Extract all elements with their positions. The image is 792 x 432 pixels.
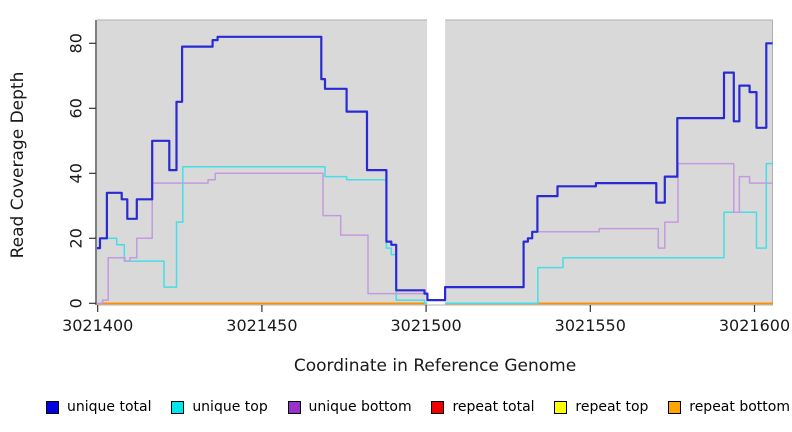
masked-region-band xyxy=(427,18,446,305)
legend-swatch-repeat-total xyxy=(431,400,445,414)
x-tick-label: 3021400 xyxy=(62,316,133,335)
y-tick-label: 40 xyxy=(67,163,86,183)
legend-swatch-repeat-top xyxy=(554,400,568,414)
y-tick-label: 20 xyxy=(67,228,86,248)
legend: unique total unique top unique bottom re… xyxy=(46,399,790,415)
legend-label: repeat top xyxy=(575,399,649,415)
legend-swatch-repeat-bottom xyxy=(668,400,682,414)
legend-item-repeat-bottom: repeat bottom xyxy=(668,399,790,415)
x-tick-label: 3021600 xyxy=(719,316,790,335)
legend-item-unique-top: unique top xyxy=(171,399,268,415)
x-tick-label: 3021450 xyxy=(226,316,297,335)
legend-item-repeat-top: repeat top xyxy=(554,399,648,415)
series-line-unique-total xyxy=(97,35,773,302)
legend-label: unique top xyxy=(192,399,268,415)
y-tick-label: 0 xyxy=(67,298,86,308)
x-axis-title: Coordinate in Reference Genome xyxy=(293,356,577,376)
legend-item-unique-total: unique total xyxy=(46,399,151,415)
legend-swatch-unique-total xyxy=(46,400,59,414)
legend-label: unique bottom xyxy=(308,399,412,415)
y-axis-title: Read Coverage Depth xyxy=(8,71,28,259)
legend-label: unique total xyxy=(67,399,152,415)
x-tick-label: 3021550 xyxy=(555,316,626,335)
legend-swatch-unique-bottom xyxy=(287,400,301,414)
legend-label: repeat total xyxy=(452,399,535,415)
x-tick-label: 3021500 xyxy=(390,316,461,335)
legend-label: repeat bottom xyxy=(689,399,790,415)
y-tick-label: 80 xyxy=(67,33,86,53)
legend-item-unique-bottom: unique bottom xyxy=(287,399,412,415)
y-tick-label: 60 xyxy=(67,98,86,118)
legend-swatch-unique-top xyxy=(171,400,185,414)
legend-item-repeat-total: repeat total xyxy=(431,399,535,415)
